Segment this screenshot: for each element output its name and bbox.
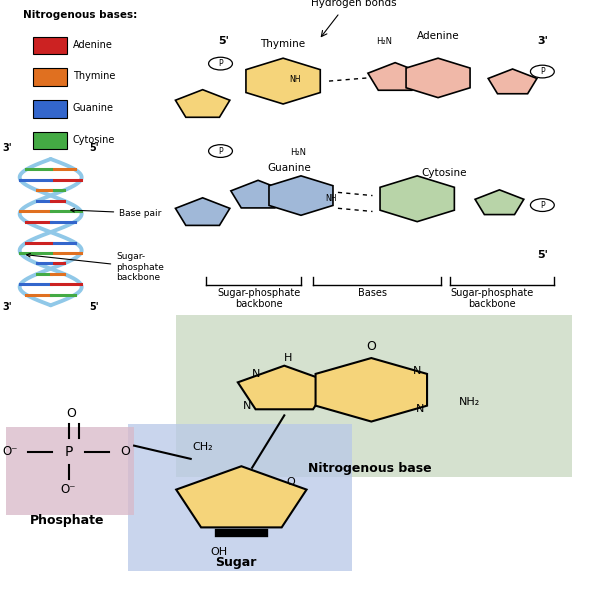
FancyBboxPatch shape: [176, 315, 572, 476]
Text: Sugar-phosphate
backbone: Sugar-phosphate backbone: [450, 288, 533, 310]
Polygon shape: [175, 89, 230, 117]
FancyBboxPatch shape: [33, 132, 67, 149]
Text: P: P: [218, 146, 223, 155]
Text: NH₂: NH₂: [459, 397, 480, 407]
Text: H₂N: H₂N: [290, 148, 306, 157]
Text: CH₂: CH₂: [193, 442, 213, 452]
Text: O: O: [67, 407, 76, 420]
Polygon shape: [231, 181, 285, 208]
Text: NH: NH: [289, 75, 300, 84]
Polygon shape: [176, 466, 306, 527]
Text: Thymine: Thymine: [260, 39, 306, 49]
FancyBboxPatch shape: [33, 37, 67, 54]
Text: Cytosine: Cytosine: [73, 135, 115, 145]
Circle shape: [209, 145, 232, 157]
Text: Sugar-phosphate
backbone: Sugar-phosphate backbone: [218, 288, 301, 310]
Text: 3': 3': [537, 36, 548, 46]
Text: Adenine: Adenine: [417, 31, 460, 41]
Text: P: P: [218, 59, 223, 68]
Text: NH: NH: [325, 194, 336, 203]
Text: Guanine: Guanine: [267, 163, 311, 173]
Polygon shape: [488, 69, 537, 94]
Text: Bases: Bases: [358, 288, 387, 298]
Text: Hydrogen bonds: Hydrogen bonds: [311, 0, 396, 8]
Text: 5': 5': [89, 302, 99, 311]
Text: Guanine: Guanine: [73, 103, 114, 113]
Text: Nitrogenous base: Nitrogenous base: [308, 462, 432, 475]
FancyBboxPatch shape: [33, 100, 67, 118]
Text: 3': 3': [2, 143, 12, 152]
Text: Phosphate: Phosphate: [29, 514, 104, 527]
Text: N: N: [416, 404, 424, 414]
Text: OH: OH: [210, 547, 227, 557]
Text: Sugar: Sugar: [215, 556, 256, 569]
Polygon shape: [380, 176, 454, 221]
FancyBboxPatch shape: [128, 424, 352, 571]
Text: O: O: [120, 445, 130, 458]
Circle shape: [530, 199, 554, 211]
Text: P: P: [540, 67, 545, 76]
Text: P: P: [540, 200, 545, 209]
Text: 5': 5': [89, 143, 99, 152]
Circle shape: [530, 65, 554, 78]
Text: 3': 3': [2, 302, 12, 311]
Text: H: H: [284, 353, 292, 364]
Polygon shape: [269, 176, 333, 215]
Polygon shape: [238, 365, 331, 409]
Text: Nitrogenous bases:: Nitrogenous bases:: [23, 10, 138, 20]
Text: Base pair: Base pair: [71, 208, 162, 218]
Text: H₂N: H₂N: [377, 37, 392, 46]
Polygon shape: [475, 190, 524, 215]
Text: Cytosine: Cytosine: [421, 168, 467, 178]
Text: N: N: [252, 368, 260, 379]
Polygon shape: [315, 358, 427, 422]
Text: O⁻: O⁻: [61, 482, 76, 496]
Text: P: P: [64, 445, 73, 458]
Circle shape: [209, 57, 232, 70]
Polygon shape: [175, 198, 230, 226]
Text: Adenine: Adenine: [73, 40, 113, 50]
Text: N: N: [243, 401, 252, 411]
Text: O: O: [367, 340, 376, 353]
Text: Thymine: Thymine: [73, 71, 115, 82]
FancyBboxPatch shape: [33, 68, 67, 86]
Polygon shape: [246, 58, 320, 104]
Text: Sugar-
phosphate
backbone: Sugar- phosphate backbone: [27, 252, 164, 282]
Text: N: N: [413, 365, 421, 376]
Polygon shape: [406, 58, 470, 98]
Text: O⁻: O⁻: [2, 445, 18, 458]
FancyBboxPatch shape: [6, 427, 134, 515]
Text: 5': 5': [218, 36, 229, 46]
Text: O: O: [286, 477, 294, 487]
Polygon shape: [368, 62, 423, 90]
Text: 5': 5': [537, 250, 548, 260]
